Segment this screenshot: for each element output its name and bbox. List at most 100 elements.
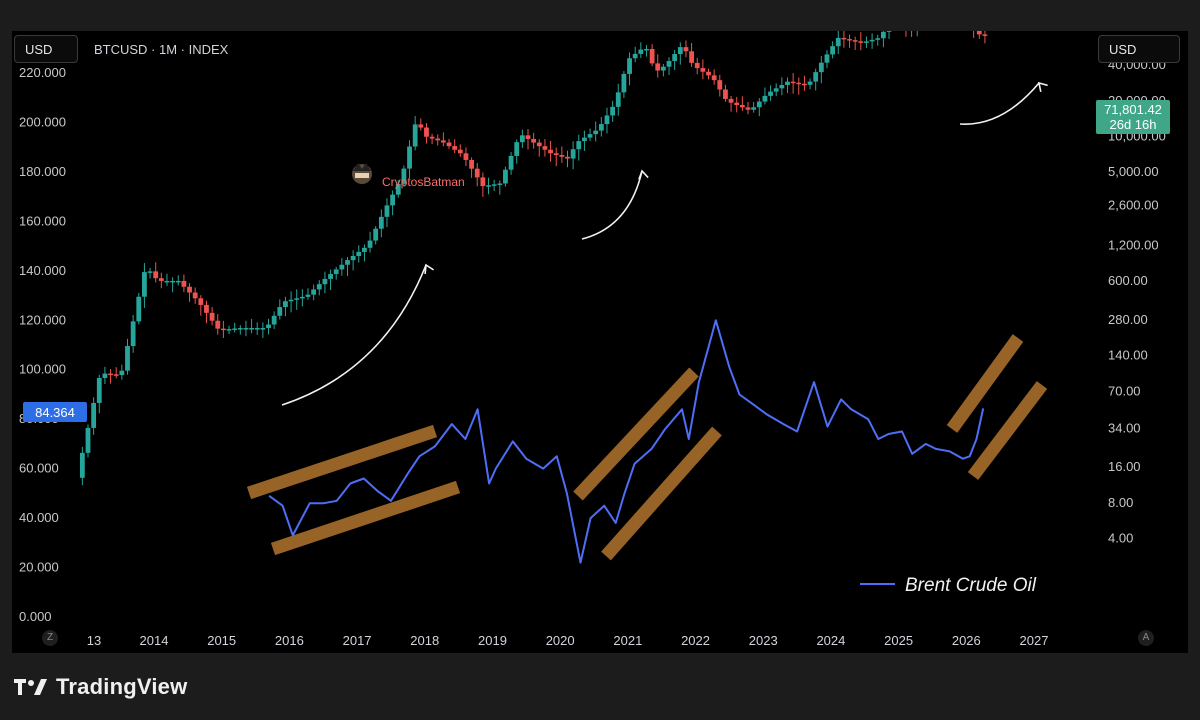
candle-body <box>875 38 881 40</box>
channel-bar <box>601 426 722 561</box>
candle-body <box>644 48 649 51</box>
candle-body <box>215 320 221 329</box>
left-tick-label: 20.000 <box>19 560 59 575</box>
candle-body <box>694 62 700 69</box>
candle-body <box>316 284 322 290</box>
left-tick-label: 220.000 <box>19 65 66 80</box>
brent-line-group <box>268 319 985 564</box>
candle-body <box>266 324 271 329</box>
candle-body <box>593 130 599 135</box>
candle-body <box>666 61 672 67</box>
candle-body <box>311 289 317 295</box>
left-tick-label: 60.000 <box>19 461 59 476</box>
right-tick-label: 16.00 <box>1108 459 1141 474</box>
candle-body <box>711 75 717 81</box>
candle-body <box>412 124 418 147</box>
candle-body <box>739 105 745 108</box>
candle-body <box>818 62 824 73</box>
candle-body <box>119 370 125 376</box>
candle-body <box>108 373 113 376</box>
candle-body <box>565 156 570 159</box>
candle-body <box>446 142 452 147</box>
tradingview-wordmark: TradingView <box>56 674 188 699</box>
candle-body <box>852 40 858 42</box>
candle-body <box>237 328 243 330</box>
footer-brand: TradingView <box>14 674 187 700</box>
left-tick-label: 120.000 <box>19 312 66 327</box>
brent-line <box>268 319 985 564</box>
candle-body <box>130 321 136 347</box>
candle-body <box>288 299 294 302</box>
candle-body <box>649 48 655 64</box>
candle-body <box>841 37 847 40</box>
candle-body <box>328 274 333 279</box>
candle-body <box>632 53 638 59</box>
trend-arrow <box>959 82 1040 125</box>
x-tick-label: 2015 <box>207 633 236 648</box>
candle-body <box>147 271 153 273</box>
cryptosbatman-avatar-icon <box>352 163 372 184</box>
candle-body <box>536 142 542 147</box>
candle-body <box>598 124 604 131</box>
tradingview-logo-icon <box>14 679 47 695</box>
candle-body <box>209 312 215 321</box>
candle-body <box>136 296 142 322</box>
candle-body <box>604 115 610 125</box>
bar-countdown-text: 26d 16h <box>1110 117 1157 132</box>
auto-scale-button[interactable]: A <box>1138 630 1154 646</box>
candle-body <box>802 83 807 86</box>
candle-body <box>125 346 130 371</box>
candle-body <box>734 102 740 106</box>
chart-panel[interactable]: 0.00020.00040.00060.00080.000100.000120.… <box>12 31 1188 653</box>
candle-body <box>706 71 711 76</box>
right-tick-label: 5,000.00 <box>1108 164 1159 179</box>
x-tick-label: 2019 <box>478 633 507 648</box>
x-tick-label: 2022 <box>681 633 710 648</box>
left-tick-label: 160.000 <box>19 213 66 228</box>
right-tick-label: 2,600.00 <box>1108 198 1159 213</box>
candle-body <box>142 272 147 297</box>
x-tick-label: 2018 <box>410 633 439 648</box>
trend-arrow-head <box>424 263 435 275</box>
right-tick-label: 600.00 <box>1108 273 1148 288</box>
left-tick-label: 140.000 <box>19 263 66 278</box>
candle-body <box>305 294 311 297</box>
candle-body <box>322 278 328 285</box>
left-unit-button[interactable]: USD <box>14 35 78 63</box>
candle-body <box>830 46 836 55</box>
x-tick-label: 2017 <box>343 633 372 648</box>
left-tick-label: 100.000 <box>19 362 66 377</box>
candle-body <box>339 264 345 270</box>
time-axis: 13 2014 2015 2016 2017 2018 2019 2020 2021 2022 20… <box>87 633 1049 648</box>
candle-body <box>813 72 819 82</box>
right-unit-button[interactable]: USD <box>1098 35 1180 63</box>
candle-body <box>615 92 621 107</box>
candle-body <box>700 68 706 72</box>
candle-body <box>243 328 249 330</box>
candle-body <box>976 31 982 35</box>
left-price-badge <box>23 402 87 422</box>
candle-body <box>847 39 852 41</box>
candle-body <box>542 146 548 150</box>
trend-arrow-head <box>1037 81 1048 92</box>
left-tick-label: 180.000 <box>19 164 66 179</box>
candle-body <box>553 153 559 156</box>
candle-body <box>858 41 864 43</box>
candle-body <box>796 82 802 85</box>
candle-body <box>373 228 379 241</box>
left-price-axis: 0.00020.00040.00060.00080.000100.000120.… <box>19 65 66 624</box>
candle-body <box>779 85 785 89</box>
candle-body <box>91 402 97 428</box>
candle-body <box>452 146 458 150</box>
candle-body <box>164 280 170 283</box>
candle-body <box>677 47 683 55</box>
candle-body <box>723 89 728 99</box>
candle-body <box>864 41 869 43</box>
candle-body <box>491 184 497 186</box>
x-tick-label: 2027 <box>1020 633 1049 648</box>
candle-body <box>469 159 474 169</box>
x-tick-label: 2026 <box>952 633 981 648</box>
zoom-corner-button[interactable]: Z <box>42 630 58 646</box>
chart-canvas[interactable]: 0.00020.00040.00060.00080.000100.000120.… <box>12 31 1188 653</box>
trend-arrow-head <box>638 169 649 180</box>
